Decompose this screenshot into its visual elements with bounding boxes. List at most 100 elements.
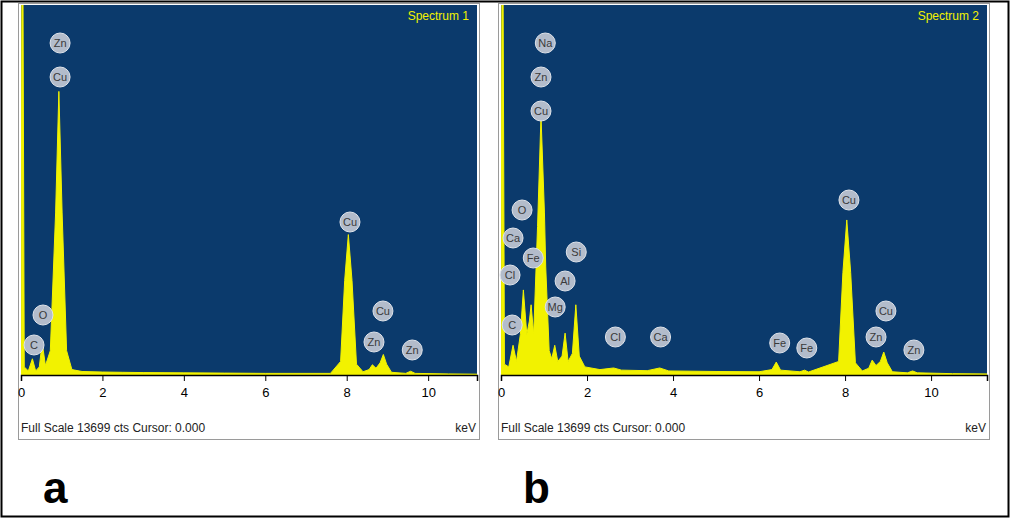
x-tick-label: 2 — [99, 385, 106, 400]
x-tick-label: 4 — [181, 385, 188, 400]
peak-label-text: O — [518, 204, 527, 216]
peak-label-text: Cu — [842, 194, 856, 206]
peak-label: O — [512, 200, 532, 220]
peak-label: Zn — [402, 340, 422, 360]
peak-label-text: Cu — [534, 105, 548, 117]
plot-marks — [21, 5, 477, 375]
peak-label: C — [24, 335, 44, 355]
spectrum-area — [501, 5, 987, 375]
peak-label: Cl — [605, 327, 625, 347]
panel-label: a — [43, 463, 68, 512]
peak-label-badge — [605, 327, 625, 347]
peak-label-badge — [33, 305, 53, 325]
footer-text: Full Scale 13699 cts Cursor: 0.000 — [21, 421, 205, 435]
x-tick-mark — [265, 375, 266, 381]
peak-label: Fe — [523, 248, 543, 268]
peak-label: C — [502, 315, 522, 335]
peak-label-text: Zn — [406, 344, 419, 356]
peak-label-text: Cl — [505, 269, 515, 281]
x-tick: 2 — [584, 375, 591, 400]
peak-label: Fe — [797, 338, 817, 358]
plot-marks — [501, 5, 987, 375]
peak-label-text: Zn — [535, 71, 548, 83]
peak-label: Cu — [839, 190, 859, 210]
peak-label-badge — [904, 340, 924, 360]
peak-label-badge — [402, 340, 422, 360]
x-tick: 6 — [262, 375, 269, 400]
x-axis-line — [22, 376, 478, 382]
peak-label-badge — [523, 248, 543, 268]
peak-label-badge — [503, 228, 523, 248]
x-axis: 0 2 4 6 8 10 — [18, 375, 478, 400]
x-axis-label: keV — [965, 421, 986, 435]
peak-label-badge — [770, 333, 790, 353]
peak-label-text: Cu — [879, 305, 893, 317]
panel-frame — [499, 4, 990, 440]
x-axis: 0 2 4 6 8 10 — [498, 375, 988, 400]
x-tick-mark — [501, 375, 502, 381]
peak-label-text: C — [508, 319, 516, 331]
peak-label-text: Zn — [870, 331, 883, 343]
peak-label: Ca — [503, 228, 523, 248]
x-tick-mark — [759, 375, 760, 381]
peak-label: Cl — [500, 265, 520, 285]
peak-label-badge — [500, 265, 520, 285]
x-tick-label: 6 — [756, 385, 763, 400]
peak-label: Zn — [50, 33, 70, 53]
background — [0, 0, 1010, 518]
peak-label-badge — [651, 327, 671, 347]
panel: 0 2 4 6 8 10 Full Scale 13699 cts Cursor: 0.00… — [18, 4, 480, 513]
x-tick: 0 — [18, 375, 25, 400]
x-axis-line — [502, 376, 988, 382]
x-tick-label: 0 — [498, 385, 505, 400]
x-tick: 8 — [842, 375, 849, 400]
x-tick: 0 — [498, 375, 505, 400]
x-tick-label: 0 — [18, 385, 25, 400]
figure-border — [2, 2, 1009, 517]
peak-labels: NaZnCuOCaFeClSiAlMgCClCaFeFeCuZnCuZn — [500, 33, 924, 360]
peak-label: Cu — [373, 301, 393, 321]
panel-frame — [19, 4, 480, 440]
peak-label-badge — [512, 200, 532, 220]
peak-label-text: Cu — [53, 71, 67, 83]
x-tick-label: 8 — [344, 385, 351, 400]
x-tick: 10 — [924, 375, 938, 400]
peak-label: Zn — [866, 327, 886, 347]
peak-label-text: Na — [538, 37, 553, 49]
x-tick: 2 — [99, 375, 106, 400]
peak-label-text: C — [30, 339, 38, 351]
x-tick-mark — [931, 375, 932, 381]
peak-label-badge — [50, 33, 70, 53]
plot-background — [501, 5, 987, 375]
peak-labels: ZnCuOCCuCuZnZn — [24, 33, 422, 360]
peak-label-text: Si — [571, 246, 581, 258]
x-tick: 10 — [421, 375, 435, 400]
peak-label-badge — [364, 332, 384, 352]
x-tick: 8 — [344, 375, 351, 400]
chart-title: Spectrum 1 — [408, 9, 470, 23]
panel-label: b — [523, 463, 550, 512]
peak-label-text: Cu — [343, 216, 357, 228]
figure: 0 2 4 6 8 10 Full Scale 13699 cts Cursor: 0.00… — [0, 0, 1010, 518]
spectrum-area — [21, 5, 477, 375]
x-tick: 6 — [756, 375, 763, 400]
plot-background — [21, 5, 477, 375]
chart-title: Spectrum 2 — [918, 9, 980, 23]
x-tick-mark — [845, 375, 846, 381]
x-tick-label: 6 — [262, 385, 269, 400]
peak-label: Zn — [904, 340, 924, 360]
x-axis-label: keV — [455, 421, 476, 435]
peak-label-badge — [373, 301, 393, 321]
peak-label-badge — [24, 335, 44, 355]
peak-label-badge — [545, 297, 565, 317]
peak-label: Ca — [651, 327, 671, 347]
peak-label-badge — [866, 327, 886, 347]
peak-label-text: Fe — [773, 337, 786, 349]
peak-label: O — [33, 305, 53, 325]
panel: 0246810Full Scale 13699 cts Cursor: 0.00… — [498, 4, 990, 513]
peak-label-text: Cl — [610, 331, 620, 343]
peak-label-text: Al — [560, 275, 570, 287]
x-tick-label: 4 — [670, 385, 677, 400]
peak-label-badge — [876, 301, 896, 321]
peak-label-badge — [839, 190, 859, 210]
